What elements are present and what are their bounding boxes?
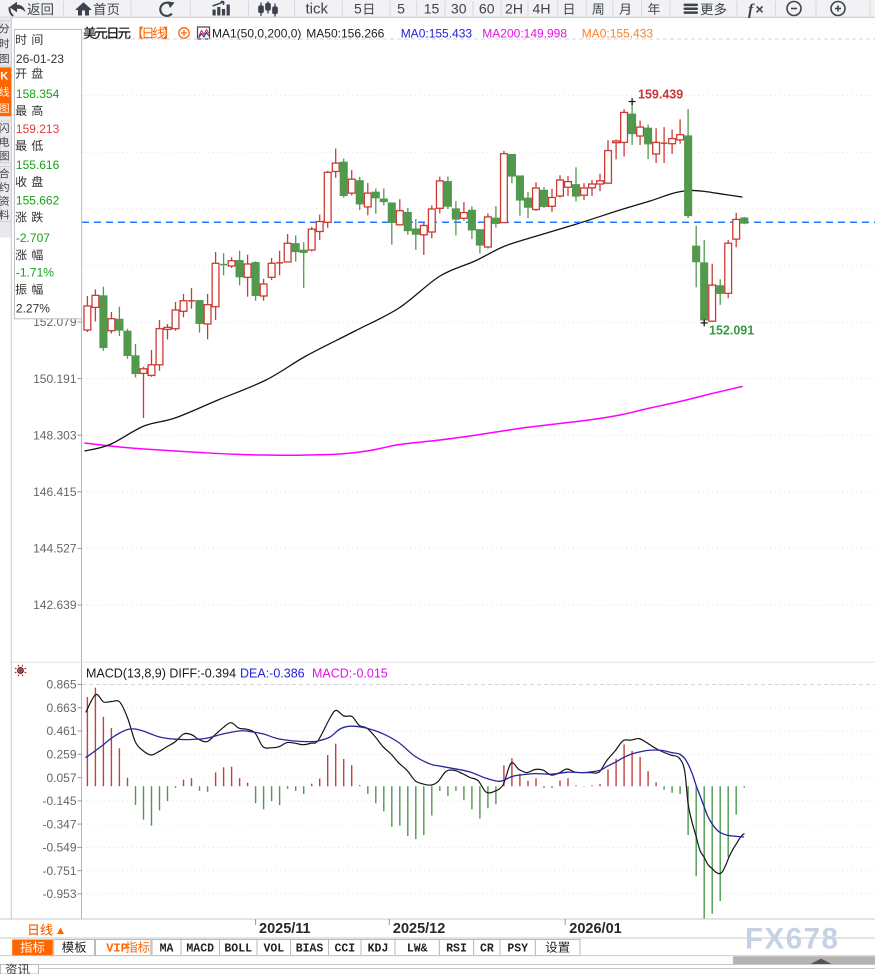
svg-text:-2.707: -2.707 (16, 231, 50, 245)
svg-text:f: f (748, 2, 755, 19)
svg-text:159.213: 159.213 (16, 122, 60, 136)
svg-text:26-01-23: 26-01-23 (16, 52, 64, 66)
svg-text:0.663: 0.663 (46, 701, 76, 715)
svg-text:150.191: 150.191 (33, 372, 77, 386)
svg-text:MACD:-0.015: MACD:-0.015 (312, 667, 388, 681)
svg-text:×: × (756, 1, 764, 17)
svg-text:148.303: 148.303 (33, 428, 77, 442)
svg-text:CR: CR (480, 942, 494, 955)
svg-text:CCI: CCI (334, 942, 355, 955)
svg-text:MA50:156.266: MA50:156.266 (306, 27, 384, 41)
svg-text:0.259: 0.259 (46, 748, 76, 762)
svg-text:142.639: 142.639 (33, 598, 77, 612)
svg-text:158.354: 158.354 (16, 87, 60, 101)
svg-text:DEA:-0.386: DEA:-0.386 (240, 667, 305, 681)
svg-text:-0.953: -0.953 (42, 887, 76, 901)
svg-text:BOLL: BOLL (224, 942, 252, 955)
svg-text:0.461: 0.461 (46, 724, 76, 738)
svg-text:5: 5 (397, 0, 405, 16)
svg-text:MACD: MACD (186, 942, 214, 955)
svg-text:152.091: 152.091 (709, 324, 754, 338)
svg-text:MA1(50,0,200,0): MA1(50,0,200,0) (212, 27, 301, 41)
svg-text:KDJ: KDJ (368, 942, 389, 955)
svg-text:LW&: LW& (407, 942, 428, 955)
svg-text:MA: MA (160, 942, 174, 955)
svg-text:-0.145: -0.145 (42, 794, 76, 808)
svg-text:MA200:149.998: MA200:149.998 (482, 27, 567, 41)
svg-text:-1.71%: -1.71% (16, 266, 54, 280)
svg-text:146.415: 146.415 (33, 485, 77, 499)
svg-text:0.057: 0.057 (46, 771, 76, 785)
svg-text:-0.549: -0.549 (42, 841, 76, 855)
svg-text:30: 30 (451, 0, 467, 16)
svg-text:2026/01: 2026/01 (569, 921, 621, 937)
svg-text:2025/11: 2025/11 (259, 921, 311, 937)
svg-text:2.27%: 2.27% (16, 302, 50, 316)
svg-text:VOL: VOL (263, 942, 284, 955)
svg-text:2H: 2H (505, 0, 523, 16)
svg-text:BIAS: BIAS (296, 942, 324, 955)
svg-text:MACD(13,8,9) DIFF:-0.394: MACD(13,8,9) DIFF:-0.394 (86, 667, 236, 681)
svg-text:144.527: 144.527 (33, 542, 77, 556)
svg-text:-0.751: -0.751 (42, 864, 76, 878)
svg-text:K: K (0, 70, 8, 82)
svg-text:0.865: 0.865 (46, 678, 76, 692)
svg-text:FX678: FX678 (745, 923, 839, 956)
svg-text:15: 15 (424, 0, 440, 16)
svg-text:PSY: PSY (507, 942, 528, 955)
svg-text:RSI: RSI (446, 942, 467, 955)
svg-text:MA0:155.433: MA0:155.433 (401, 27, 473, 41)
svg-text:60: 60 (479, 0, 495, 16)
svg-text:tick: tick (306, 1, 329, 18)
svg-text:155.616: 155.616 (16, 158, 60, 172)
svg-text:5: 5 (354, 0, 362, 16)
svg-text:-0.347: -0.347 (42, 817, 76, 831)
svg-text:MA0:155.433: MA0:155.433 (582, 27, 654, 41)
svg-text:159.439: 159.439 (638, 88, 683, 102)
svg-text:4H: 4H (533, 0, 551, 16)
svg-text:2025/12: 2025/12 (393, 921, 445, 937)
svg-text:155.662: 155.662 (16, 193, 60, 207)
svg-text:VIP: VIP (106, 942, 128, 956)
